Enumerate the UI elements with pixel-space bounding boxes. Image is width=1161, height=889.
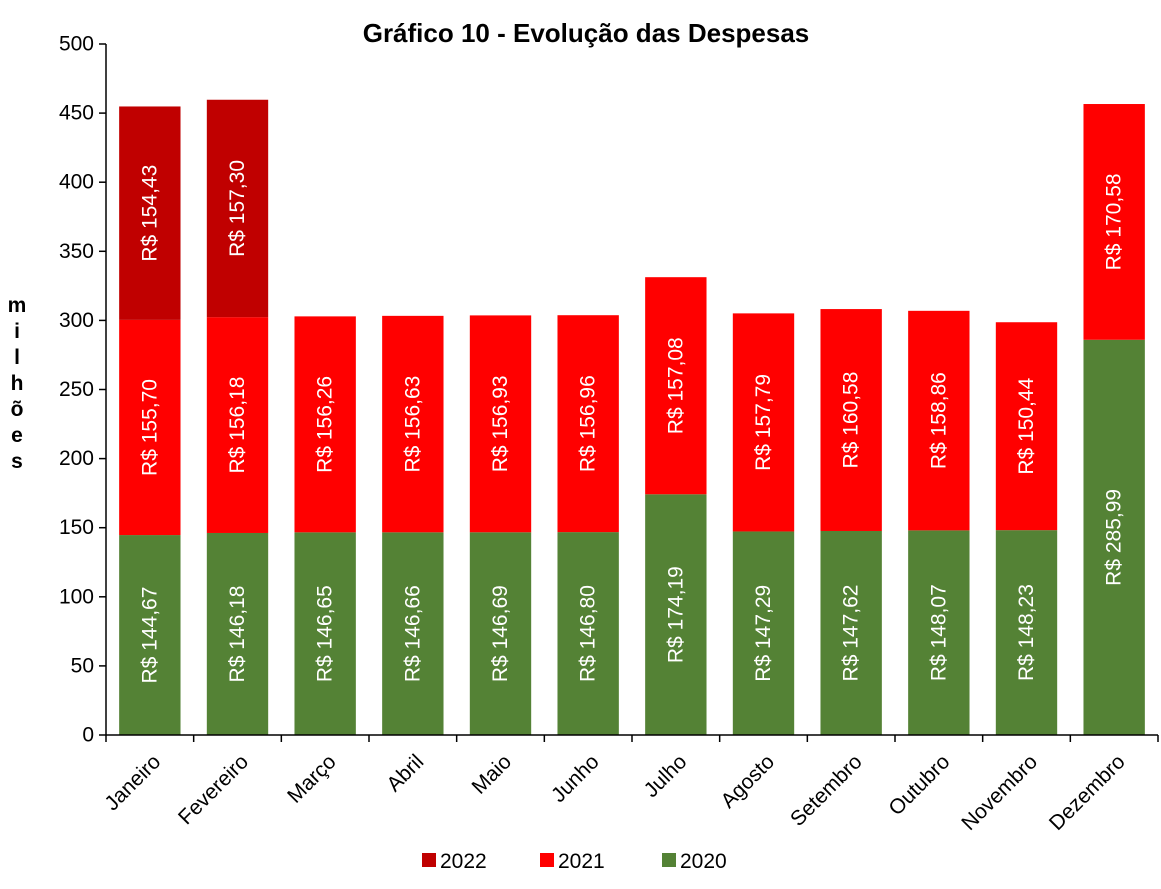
bar-2020-Março xyxy=(294,532,356,735)
bar-2021-Abril xyxy=(382,315,444,533)
data-label-2021-Maio: R$ 156,93 xyxy=(489,375,512,472)
bar-2020-Janeiro xyxy=(119,535,181,735)
bar-2021-Junho xyxy=(557,315,619,533)
data-label-2021-Janeiro: R$ 155,70 xyxy=(138,379,161,476)
y-tick-label: 450 xyxy=(59,102,94,125)
bar-2021-Fevereiro xyxy=(206,317,269,533)
legend-label-2022: 2022 xyxy=(440,850,487,873)
bar-2020-Fevereiro xyxy=(206,532,269,735)
data-label-2020-Novembro: R$ 148,23 xyxy=(1015,584,1038,681)
legend-label-2021: 2021 xyxy=(558,850,605,873)
data-label-2021-Agosto: R$ 157,79 xyxy=(752,374,775,471)
x-category-label: Março xyxy=(283,750,341,808)
data-label-2021-Outubro: R$ 158,86 xyxy=(927,372,950,469)
data-label-2020-Julho: R$ 174,19 xyxy=(664,566,687,663)
y-tick-label: 300 xyxy=(59,309,94,332)
y-tick-label: 400 xyxy=(59,171,94,194)
y-tick-label: 100 xyxy=(59,585,94,608)
data-label-2021-Março: R$ 156,26 xyxy=(314,376,337,473)
data-label-2021-Fevereiro: R$ 156,18 xyxy=(226,377,249,474)
bar-2020-Dezembro xyxy=(1083,339,1145,735)
legend-swatch-2022 xyxy=(422,853,436,867)
x-category-label: Fevereiro xyxy=(174,750,253,829)
bar-2021-Julho xyxy=(645,277,707,495)
bar-2021-Agosto xyxy=(732,313,795,532)
bar-2020-Outubro xyxy=(908,530,970,735)
y-tick-label: 0 xyxy=(82,724,94,747)
data-label-2022-Fevereiro: R$ 157,30 xyxy=(226,160,249,257)
data-label-2022-Janeiro: R$ 154,43 xyxy=(138,165,161,262)
legend-swatch-2020 xyxy=(662,853,676,867)
bar-2021-Setembro xyxy=(820,309,882,531)
bar-2021-Novembro xyxy=(995,322,1058,531)
data-label-2021-Novembro: R$ 150,44 xyxy=(1015,377,1038,474)
x-category-label: Novembro xyxy=(957,750,1042,835)
data-label-2020-Agosto: R$ 147,29 xyxy=(752,585,775,682)
x-category-label: Maio xyxy=(468,750,516,798)
data-label-2021-Dezembro: R$ 170,58 xyxy=(1103,173,1126,270)
data-label-2020-Janeiro: R$ 144,67 xyxy=(138,587,161,684)
bar-2022-Janeiro xyxy=(119,106,181,320)
data-label-2020-Dezembro: R$ 285,99 xyxy=(1103,489,1126,586)
legend-swatch-2021 xyxy=(540,853,554,867)
bar-2020-Abril xyxy=(382,532,444,735)
x-category-label: Janeiro xyxy=(100,750,165,815)
bar-2020-Julho xyxy=(645,494,707,735)
data-label-2020-Outubro: R$ 148,07 xyxy=(927,584,950,681)
x-category-label: Abril xyxy=(382,750,428,796)
bar-2021-Dezembro xyxy=(1083,104,1145,340)
bar-2020-Novembro xyxy=(995,530,1058,735)
y-tick-label: 150 xyxy=(59,516,94,539)
data-label-2020-Maio: R$ 146,69 xyxy=(489,585,512,682)
bar-2021-Janeiro xyxy=(119,319,181,536)
chart-title: Gráfico 10 - Evolução das Despesas xyxy=(363,18,810,48)
data-label-2020-Fevereiro: R$ 146,18 xyxy=(226,586,249,683)
x-category-label: Outubro xyxy=(884,750,954,820)
bar-2020-Maio xyxy=(469,532,532,735)
y-tick-label: 200 xyxy=(59,447,94,470)
x-category-label: Julho xyxy=(640,750,692,802)
x-category-label: Junho xyxy=(547,750,604,807)
y-tick-label: 250 xyxy=(59,378,94,401)
data-label-2021-Abril: R$ 156,63 xyxy=(401,376,424,473)
data-label-2021-Setembro: R$ 160,58 xyxy=(840,372,863,469)
y-tick-label: 500 xyxy=(59,33,94,56)
data-labels-layer: R$ 144,67 R$ 155,70 R$ 154,43 R$ 146,18 R$ 1… xyxy=(138,160,1125,684)
bars-layer xyxy=(119,99,1145,735)
legend: 2022 2021 2020 xyxy=(422,850,727,873)
y-tick-label: 50 xyxy=(71,654,94,677)
bar-2021-Maio xyxy=(469,315,532,533)
x-category-label: Agosto xyxy=(717,750,780,813)
data-label-2020-Setembro: R$ 147,62 xyxy=(840,585,863,682)
bar-2020-Agosto xyxy=(732,531,795,735)
bar-2022-Fevereiro xyxy=(206,99,269,318)
y-tick-label: 350 xyxy=(59,240,94,263)
bar-2020-Junho xyxy=(557,532,619,735)
x-category-label: Setembro xyxy=(786,750,867,831)
data-label-2020-Março: R$ 146,65 xyxy=(314,585,337,682)
data-label-2021-Julho: R$ 157,08 xyxy=(664,337,687,434)
x-category-label: Dezembro xyxy=(1045,750,1130,835)
data-label-2020-Junho: R$ 146,80 xyxy=(577,585,600,682)
bar-2020-Setembro xyxy=(820,530,882,735)
data-label-2020-Abril: R$ 146,66 xyxy=(401,585,424,682)
legend-label-2020: 2020 xyxy=(680,850,727,873)
data-label-2021-Junho: R$ 156,96 xyxy=(577,375,600,472)
bar-2021-Março xyxy=(294,316,356,533)
bar-2021-Outubro xyxy=(908,310,970,531)
